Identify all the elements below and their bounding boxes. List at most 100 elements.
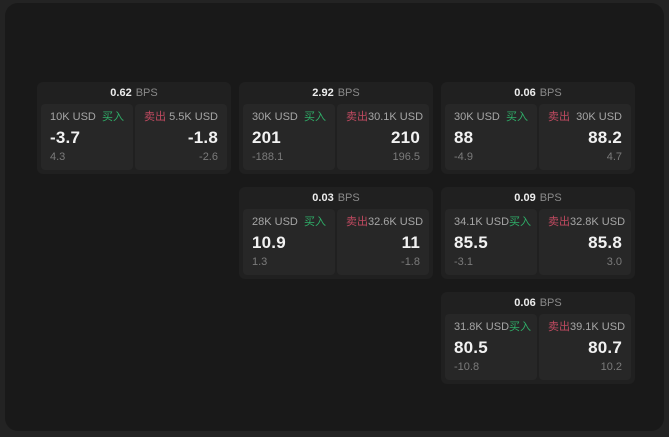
- quote-card: 2.92 BPS 30K USD 买入 201 -188.1 卖出 30.1K …: [239, 82, 433, 174]
- sell-panel[interactable]: 卖出 32.8K USD 85.8 3.0: [539, 209, 631, 275]
- spread-value: 0.09: [514, 192, 536, 204]
- buy-panel[interactable]: 30K USD 买入 88 -4.9: [445, 104, 537, 170]
- spread-header: 2.92 BPS: [239, 82, 433, 104]
- quote-grid: 0.62 BPS 10K USD 买入 -3.7 4.3 卖出 5.5K USD: [37, 82, 635, 384]
- buy-panel[interactable]: 31.8K USD 买入 80.5 -10.8: [445, 314, 537, 380]
- sell-panel[interactable]: 卖出 30.1K USD 210 196.5: [337, 104, 429, 170]
- sell-top-row: 卖出 32.8K USD: [548, 216, 626, 229]
- buy-top-row: 30K USD 买入: [454, 111, 528, 124]
- sell-amount: 32.8K USD: [570, 216, 626, 228]
- sell-side-label: 卖出: [346, 216, 368, 228]
- sell-top-row: 卖出 30K USD: [548, 111, 622, 124]
- sell-price: 88.2: [588, 128, 622, 147]
- sell-amount: 30K USD: [576, 111, 622, 123]
- quote-body: 31.8K USD 买入 80.5 -10.8 卖出 39.1K USD 80.…: [441, 314, 635, 384]
- spread-unit: BPS: [135, 87, 158, 99]
- spread-unit: BPS: [337, 87, 360, 99]
- sell-change: 3.0: [606, 256, 622, 268]
- sell-amount: 5.5K USD: [169, 111, 218, 123]
- buy-amount: 31.8K USD: [454, 321, 510, 333]
- buy-change: -4.9: [454, 151, 473, 163]
- buy-amount: 30K USD: [454, 111, 500, 123]
- sell-price: -1.8: [187, 128, 218, 147]
- sell-change: 10.2: [600, 361, 622, 373]
- buy-price: 201: [252, 128, 281, 147]
- sell-price: 11: [401, 233, 420, 252]
- buy-amount: 30K USD: [252, 111, 298, 123]
- buy-price: 88: [454, 128, 474, 147]
- sell-panel[interactable]: 卖出 39.1K USD 80.7 10.2: [539, 314, 631, 380]
- quotes-board: 0.62 BPS 10K USD 买入 -3.7 4.3 卖出 5.5K USD: [5, 3, 664, 431]
- sell-top-row: 卖出 30.1K USD: [346, 111, 424, 124]
- buy-change: -10.8: [454, 361, 480, 373]
- spread-header: 0.03 BPS: [239, 187, 433, 209]
- quote-card: 0.62 BPS 10K USD 买入 -3.7 4.3 卖出 5.5K USD: [37, 82, 231, 174]
- spread-unit: BPS: [539, 297, 562, 309]
- sell-panel[interactable]: 卖出 30K USD 88.2 4.7: [539, 104, 631, 170]
- buy-amount: 10K USD: [50, 111, 96, 123]
- buy-price: 80.5: [454, 338, 488, 357]
- sell-price: 210: [391, 128, 420, 147]
- spread-value: 0.62: [110, 87, 132, 99]
- buy-top-row: 30K USD 买入: [252, 111, 326, 124]
- buy-panel[interactable]: 30K USD 买入 201 -188.1: [243, 104, 335, 170]
- spread-header: 0.09 BPS: [441, 187, 635, 209]
- buy-price: 10.9: [252, 233, 286, 252]
- sell-side-label: 卖出: [346, 111, 368, 123]
- buy-top-row: 31.8K USD 买入: [454, 321, 532, 334]
- quote-card: 0.06 BPS 30K USD 买入 88 -4.9 卖出 30K USD: [441, 82, 635, 174]
- buy-change: -3.1: [454, 256, 473, 268]
- spread-header: 0.06 BPS: [441, 82, 635, 104]
- quote-body: 28K USD 买入 10.9 1.3 卖出 32.6K USD 11 -1.8: [239, 209, 433, 279]
- buy-top-row: 34.1K USD 买入: [454, 216, 532, 229]
- spread-unit: BPS: [539, 192, 562, 204]
- buy-amount: 34.1K USD: [454, 216, 510, 228]
- quote-card: 0.09 BPS 34.1K USD 买入 85.5 -3.1 卖出 32.8K…: [441, 187, 635, 279]
- sell-side-label: 卖出: [548, 321, 570, 333]
- buy-top-row: 10K USD 买入: [50, 111, 124, 124]
- buy-side-label: 买入: [509, 321, 532, 333]
- buy-change: 1.3: [252, 256, 268, 268]
- sell-side-label: 卖出: [548, 216, 570, 228]
- buy-side-label: 买入: [304, 111, 326, 123]
- sell-top-row: 卖出 5.5K USD: [144, 111, 218, 124]
- sell-change: 196.5: [392, 151, 420, 163]
- spread-unit: BPS: [539, 87, 562, 99]
- sell-panel[interactable]: 卖出 32.6K USD 11 -1.8: [337, 209, 429, 275]
- quote-body: 34.1K USD 买入 85.5 -3.1 卖出 32.8K USD 85.8…: [441, 209, 635, 279]
- sell-price: 85.8: [588, 233, 622, 252]
- spread-value: 0.06: [514, 87, 536, 99]
- sell-amount: 39.1K USD: [570, 321, 626, 333]
- quote-card: 0.03 BPS 28K USD 买入 10.9 1.3 卖出 32.6K US…: [239, 187, 433, 279]
- buy-side-label: 买入: [102, 111, 124, 123]
- buy-price: -3.7: [50, 128, 81, 147]
- buy-panel[interactable]: 34.1K USD 买入 85.5 -3.1: [445, 209, 537, 275]
- buy-side-label: 买入: [506, 111, 528, 123]
- quote-card: 0.06 BPS 31.8K USD 买入 80.5 -10.8 卖出 39.1…: [441, 292, 635, 384]
- spread-header: 0.62 BPS: [37, 82, 231, 104]
- spread-unit: BPS: [337, 192, 360, 204]
- sell-side-label: 卖出: [548, 111, 570, 123]
- sell-panel[interactable]: 卖出 5.5K USD -1.8 -2.6: [135, 104, 227, 170]
- quote-body: 30K USD 买入 88 -4.9 卖出 30K USD 88.2 4.7: [441, 104, 635, 174]
- buy-amount: 28K USD: [252, 216, 298, 228]
- buy-panel[interactable]: 28K USD 买入 10.9 1.3: [243, 209, 335, 275]
- buy-side-label: 买入: [509, 216, 532, 228]
- sell-amount: 32.6K USD: [368, 216, 424, 228]
- sell-side-label: 卖出: [144, 111, 166, 123]
- spread-value: 0.06: [514, 297, 536, 309]
- sell-top-row: 卖出 39.1K USD: [548, 321, 626, 334]
- buy-side-label: 买入: [304, 216, 326, 228]
- sell-amount: 30.1K USD: [368, 111, 424, 123]
- spread-header: 0.06 BPS: [441, 292, 635, 314]
- buy-top-row: 28K USD 买入: [252, 216, 326, 229]
- sell-change: 4.7: [606, 151, 622, 163]
- quote-body: 10K USD 买入 -3.7 4.3 卖出 5.5K USD -1.8 -2.…: [37, 104, 231, 174]
- sell-top-row: 卖出 32.6K USD: [346, 216, 424, 229]
- buy-panel[interactable]: 10K USD 买入 -3.7 4.3: [41, 104, 133, 170]
- spread-value: 2.92: [312, 87, 334, 99]
- sell-change: -2.6: [199, 151, 218, 163]
- sell-price: 80.7: [588, 338, 622, 357]
- buy-change: 4.3: [50, 151, 66, 163]
- buy-price: 85.5: [454, 233, 488, 252]
